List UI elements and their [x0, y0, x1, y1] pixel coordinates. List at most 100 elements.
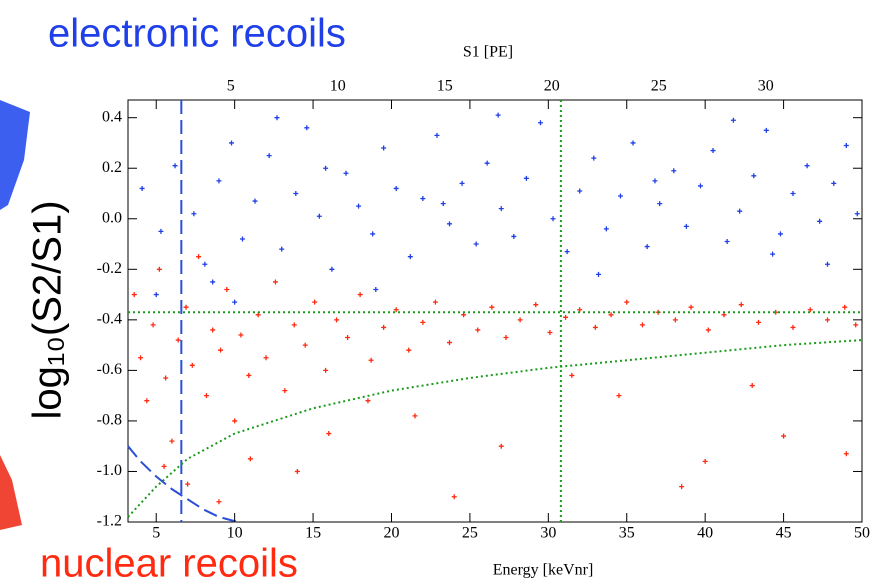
series-label: electronic recoils — [48, 12, 346, 56]
point — [523, 175, 529, 181]
point — [790, 190, 796, 196]
point — [229, 140, 235, 146]
point — [302, 342, 308, 348]
point — [272, 279, 278, 285]
point — [381, 324, 387, 330]
point — [683, 223, 689, 229]
point — [293, 190, 299, 196]
point — [131, 292, 137, 298]
point — [432, 299, 438, 305]
point — [420, 319, 426, 325]
point — [657, 201, 663, 207]
point — [393, 307, 399, 313]
point — [191, 211, 197, 217]
point — [517, 317, 523, 323]
point — [440, 201, 446, 207]
y-tick-label: -0.2 — [97, 260, 122, 277]
point — [291, 322, 297, 328]
point — [373, 287, 379, 293]
point — [357, 292, 363, 298]
point — [755, 319, 761, 325]
point — [671, 168, 677, 174]
point — [854, 211, 860, 217]
x-tick-label: 45 — [776, 525, 792, 542]
point — [412, 413, 418, 419]
point — [274, 115, 280, 121]
point — [843, 451, 849, 457]
x-axis-title: Energy [keVnr] — [493, 562, 594, 579]
cropped-decoration — [0, 455, 22, 530]
cropped-decoration — [0, 100, 30, 210]
x-tick-label: 50 — [854, 525, 870, 542]
x2-axis-title: S1 [PE] — [463, 44, 513, 61]
point — [710, 148, 716, 154]
point — [804, 163, 810, 169]
point — [459, 180, 465, 186]
point — [724, 239, 730, 245]
point — [218, 347, 224, 353]
point — [751, 173, 757, 179]
point — [697, 183, 703, 189]
point — [591, 155, 597, 161]
x2-tick-label: 25 — [651, 78, 667, 95]
point — [216, 178, 222, 184]
point — [224, 287, 230, 293]
point — [537, 120, 543, 126]
x2-tick-label: 10 — [330, 78, 346, 95]
y-tick-label: -1.2 — [97, 513, 122, 530]
point — [210, 327, 216, 333]
point — [266, 153, 272, 159]
y-tick-label: 0.4 — [102, 108, 122, 125]
point — [312, 299, 318, 305]
x-tick-label: 25 — [462, 525, 478, 542]
point — [153, 292, 159, 298]
point — [807, 307, 813, 313]
point — [434, 132, 440, 138]
point — [232, 299, 238, 305]
point — [420, 196, 426, 202]
point — [238, 332, 244, 338]
point — [247, 456, 253, 462]
point — [323, 165, 329, 171]
point — [484, 160, 490, 166]
point — [763, 127, 769, 133]
point — [406, 347, 412, 353]
point — [738, 302, 744, 308]
point — [592, 324, 598, 330]
x2-tick-label: 20 — [544, 78, 560, 95]
point — [365, 398, 371, 404]
x-tick-label: 40 — [697, 525, 713, 542]
point — [326, 431, 332, 437]
reference-curve — [127, 339, 863, 518]
point — [842, 304, 848, 310]
point — [447, 340, 453, 346]
point — [139, 185, 145, 191]
point — [138, 355, 144, 361]
point — [616, 393, 622, 399]
point — [644, 244, 650, 250]
point — [475, 327, 481, 333]
point — [368, 357, 374, 363]
x2-tick-label: 30 — [758, 78, 774, 95]
point — [210, 279, 216, 285]
point — [407, 254, 413, 260]
point — [239, 236, 245, 242]
point — [381, 145, 387, 151]
point — [216, 499, 222, 505]
point — [183, 304, 189, 310]
point — [511, 233, 517, 239]
point — [370, 231, 376, 237]
x-tick-label: 35 — [619, 525, 635, 542]
point — [263, 355, 269, 361]
point — [161, 463, 167, 469]
y-tick-label: -0.6 — [97, 361, 122, 378]
reference-curve — [127, 445, 239, 523]
point — [705, 327, 711, 333]
point — [672, 317, 678, 323]
point — [156, 266, 162, 272]
point — [770, 251, 776, 257]
point — [294, 468, 300, 474]
points — [131, 112, 860, 505]
point — [279, 246, 285, 252]
y-tick-label: 0.0 — [102, 209, 122, 226]
